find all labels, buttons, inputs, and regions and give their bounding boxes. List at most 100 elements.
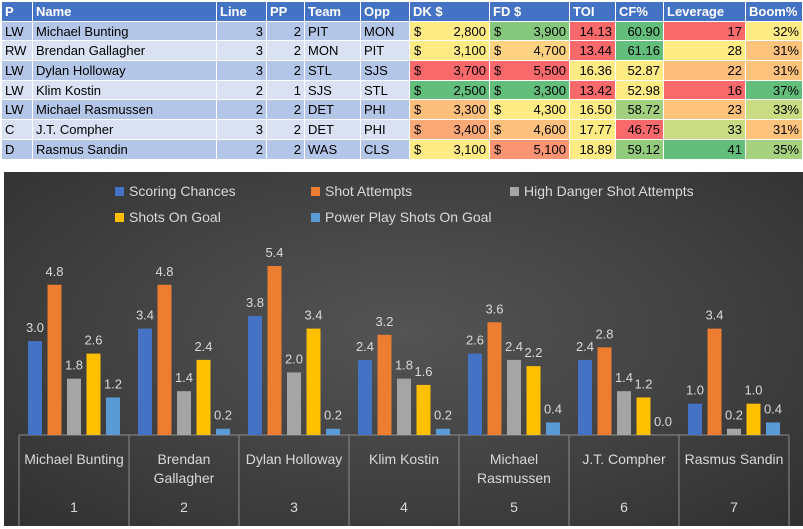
bar: [138, 328, 152, 435]
bar: [746, 403, 761, 435]
cell-dk: $3,300: [409, 99, 490, 121]
cell-team: DET: [304, 119, 361, 140]
bar: [177, 391, 191, 435]
data-label: 0.2: [214, 408, 232, 423]
cell-boom: 37%: [745, 79, 803, 101]
bar: [47, 284, 62, 435]
cell-dk: $3,700: [409, 60, 490, 81]
bar: [326, 428, 340, 435]
bar: [707, 328, 722, 435]
bar: [287, 372, 301, 435]
legend-item[interactable]: Shot Attempts: [311, 183, 412, 199]
bar: [597, 347, 612, 435]
legend-label: Shot Attempts: [325, 183, 413, 199]
header-position[interactable]: P: [1, 1, 33, 22]
data-label: 1.4: [175, 370, 193, 385]
table-row[interactable]: LW Michael Bunting 3 2 PIT MON $2,800 $3,900 14.…: [1, 20, 803, 42]
legend-item[interactable]: High Danger Shot Attempts: [510, 183, 694, 199]
legend-item[interactable]: Power Play Shots On Goal: [311, 209, 492, 225]
cell-line: 3: [216, 20, 267, 42]
cell-pp: 2: [266, 138, 305, 160]
cell-boom: 33%: [745, 99, 803, 121]
data-label: 0.2: [324, 408, 342, 423]
header-pp[interactable]: PP: [266, 1, 305, 22]
cell-toi: 16.50: [569, 99, 616, 121]
salary-value: 3,300: [453, 102, 486, 118]
data-label: 1.8: [65, 358, 83, 373]
cell-team: STL: [304, 60, 361, 81]
legend-label: Power Play Shots On Goal: [325, 209, 492, 225]
cell-cf: 52.98: [615, 79, 664, 101]
cell-pos: C: [1, 119, 33, 140]
currency-symbol: $: [414, 23, 422, 39]
cell-name: Michael Bunting: [32, 20, 217, 42]
cell-line: 2: [216, 99, 267, 121]
header-leverage[interactable]: Leverage: [663, 1, 746, 22]
header-opp[interactable]: Opp: [360, 1, 410, 22]
legend-item[interactable]: Scoring Chances: [115, 183, 236, 199]
cell-dk: $3,400: [409, 119, 490, 140]
header-boom-pct[interactable]: Boom%: [745, 1, 803, 22]
header-line[interactable]: Line: [216, 1, 267, 22]
bar: [578, 359, 592, 435]
bar: [468, 353, 482, 435]
shot-stats-chart: Scoring Chances Shot Attempts High Danger …: [4, 172, 803, 526]
bar: [28, 341, 42, 435]
bar: [196, 359, 211, 435]
cell-name: Michael Rasmussen: [32, 99, 217, 121]
header-toi[interactable]: TOI: [569, 1, 616, 22]
data-label: 1.2: [634, 376, 652, 391]
cell-pp: 1: [266, 79, 305, 101]
currency-symbol: $: [494, 62, 502, 78]
cell-cf: 46.75: [615, 119, 664, 140]
header-fd-salary[interactable]: FD $: [489, 1, 570, 22]
header-dk-salary[interactable]: DK $: [409, 1, 490, 22]
table-row[interactable]: LW Michael Rasmussen 2 2 DET PHI $3,300 $4,300 1…: [1, 99, 803, 121]
bar: [526, 366, 541, 435]
cell-fd: $5,100: [489, 138, 570, 160]
data-label: 3.4: [705, 308, 723, 323]
cell-toi: 18.89: [569, 138, 616, 160]
bar: [436, 428, 450, 435]
cell-pos: D: [1, 138, 33, 160]
header-name[interactable]: Name: [32, 1, 217, 22]
data-label: 3.6: [485, 301, 503, 316]
category-number-label: 7: [730, 499, 738, 515]
header-cf-pct[interactable]: CF%: [615, 1, 664, 22]
data-label: 2.4: [576, 339, 594, 354]
cell-leverage: 22: [663, 60, 746, 81]
salary-value: 3,100: [453, 43, 486, 59]
cell-boom: 31%: [745, 119, 803, 140]
bar: [106, 397, 120, 435]
cell-leverage: 23: [663, 99, 746, 121]
data-label: 1.2: [104, 376, 122, 391]
bar: [688, 403, 702, 435]
cell-team: SJS: [304, 79, 361, 101]
legend-label: Scoring Chances: [129, 183, 236, 199]
cell-fd: $3,300: [489, 79, 570, 101]
bar: [358, 359, 372, 435]
cell-boom: 32%: [745, 20, 803, 42]
cell-toi: 16.36: [569, 60, 616, 81]
cell-opp: PIT: [360, 40, 410, 62]
cell-line: 3: [216, 60, 267, 81]
bar: [507, 359, 521, 435]
data-label: 1.4: [615, 370, 633, 385]
bar: [216, 428, 230, 435]
cell-pos: LW: [1, 20, 33, 42]
table-row[interactable]: LW Klim Kostin 2 1 SJS STL $2,500 $3,300 13.42 52…: [1, 79, 803, 101]
salary-value: 4,700: [533, 43, 566, 59]
table-row[interactable]: D Rasmus Sandin 2 2 WAS CLS $3,100 $5,100 18.89 5…: [1, 138, 803, 160]
table-row[interactable]: C J.T. Compher 3 2 DET PHI $3,400 $4,600 17.77 46…: [1, 119, 803, 140]
data-label: 1.8: [395, 358, 413, 373]
table-row[interactable]: RW Brendan Gallagher 3 2 MON PIT $3,100 $4,700 1…: [1, 40, 803, 62]
table-row[interactable]: LW Dylan Holloway 3 2 STL SJS $3,700 $5,500 16.3…: [1, 60, 803, 81]
legend-label: Shots On Goal: [129, 209, 221, 225]
salary-value: 2,800: [453, 23, 486, 39]
cell-cf: 59.12: [615, 138, 664, 160]
player-stats-table: P Name Line PP Team Opp DK $ FD $ TOI CF…: [1, 1, 803, 160]
data-label: 3.4: [136, 308, 154, 323]
header-team[interactable]: Team: [304, 1, 361, 22]
cell-team: DET: [304, 99, 361, 121]
legend-item[interactable]: Shots On Goal: [115, 209, 221, 225]
